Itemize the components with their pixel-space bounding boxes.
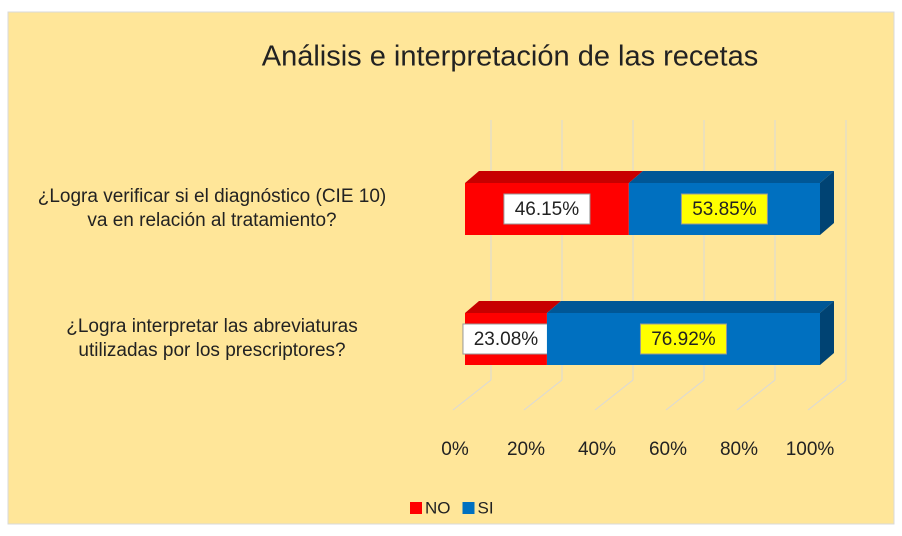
x-tick-label: 20% bbox=[507, 439, 545, 460]
x-tick-label: 40% bbox=[578, 439, 616, 460]
bar-side bbox=[820, 171, 834, 235]
y-tick-label: ¿Logra interpretar las abreviaturas util… bbox=[66, 316, 358, 361]
y-tick-label: ¿Logra verificar si el diagnóstico (CIE … bbox=[37, 186, 387, 231]
legend-swatch bbox=[410, 502, 422, 514]
legend-swatch bbox=[462, 502, 475, 514]
bar-top bbox=[465, 171, 643, 183]
legend-label: SI bbox=[478, 498, 494, 517]
data-label: 46.15% bbox=[515, 199, 580, 220]
x-tick-label: 60% bbox=[649, 439, 687, 460]
chart-area bbox=[7, 11, 895, 525]
x-tick-label: 100% bbox=[786, 439, 835, 460]
grid-line bbox=[736, 379, 776, 411]
x-tick-label: 0% bbox=[441, 439, 469, 460]
data-label-box bbox=[680, 193, 768, 225]
data-label-box bbox=[639, 323, 727, 355]
data-label: 76.92% bbox=[651, 329, 716, 350]
data-label: 23.08% bbox=[474, 329, 539, 350]
grid-line bbox=[807, 379, 847, 411]
data-label-box bbox=[462, 323, 550, 355]
data-label-box bbox=[503, 193, 591, 225]
legend-label: NO bbox=[425, 498, 451, 517]
bar-top bbox=[465, 301, 561, 313]
bar-side bbox=[820, 301, 834, 365]
x-tick-label: 80% bbox=[720, 439, 758, 460]
bar-top bbox=[628, 171, 834, 183]
bar-top bbox=[546, 301, 834, 313]
grid-line bbox=[594, 379, 634, 411]
grid-line bbox=[523, 379, 563, 411]
grid-line bbox=[665, 379, 705, 411]
grid-line bbox=[452, 379, 492, 411]
chart-title: Análisis e interpretación de las recetas bbox=[262, 41, 758, 73]
data-label: 53.85% bbox=[692, 199, 757, 220]
